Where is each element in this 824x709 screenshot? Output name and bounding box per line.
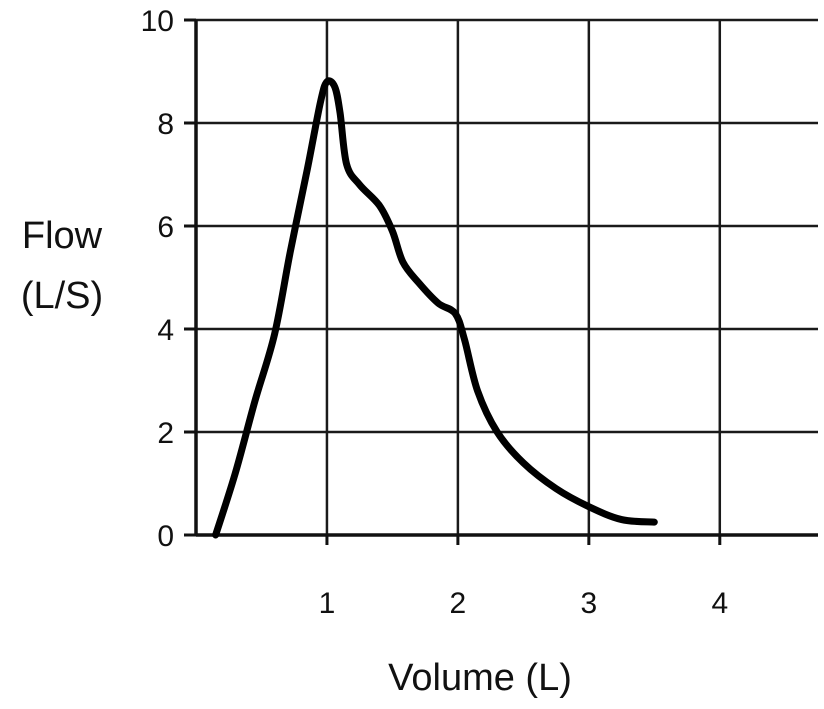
y-tick-label: 6	[157, 211, 174, 244]
y-tick-label: 2	[157, 417, 174, 450]
series	[212, 77, 658, 539]
flow-volume-curve	[212, 77, 658, 539]
y-axis-title-line-2: (L/S)	[21, 275, 103, 317]
x-axis-title: Volume (L)	[388, 657, 572, 699]
x-tick-label: 4	[711, 587, 728, 620]
x-tick-label: 2	[450, 587, 467, 620]
y-axis-title-line-1: Flow	[22, 215, 103, 257]
x-tick-label: 3	[580, 587, 597, 620]
axis-titles: Flow (L/S) Volume (L)	[21, 215, 572, 699]
y-tick-label: 0	[157, 520, 174, 553]
x-tick-label: 1	[319, 587, 336, 620]
grid	[196, 18, 818, 535]
axes	[184, 18, 818, 545]
y-tick-label: 10	[141, 5, 174, 38]
y-tick-label: 8	[157, 108, 174, 141]
y-tick-label: 4	[157, 314, 174, 347]
